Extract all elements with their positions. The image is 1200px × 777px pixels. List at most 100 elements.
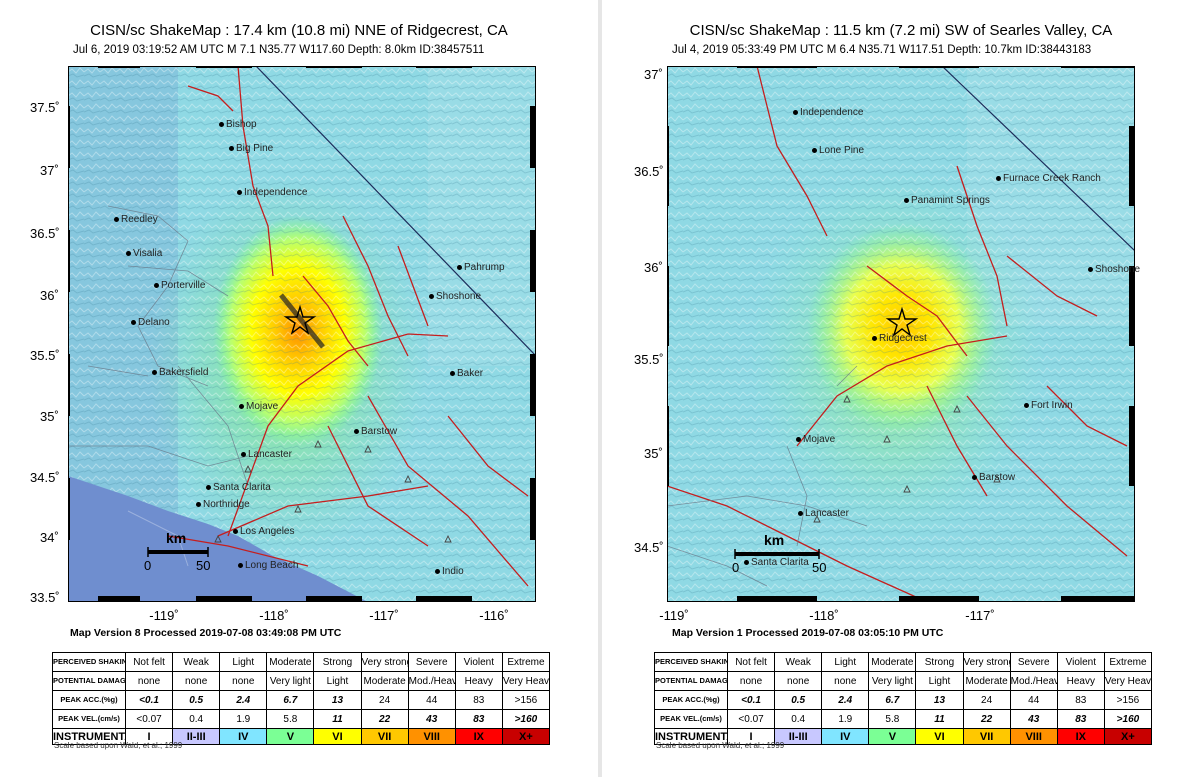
legend-row-head: PERCEIVED SHAKING: [52, 652, 126, 672]
intensity-swatch: VIII: [1009, 728, 1058, 745]
legend-row-vel: PEAK VEL.(cm/s) <0.07 0.4 1.9 5.8 11 22 …: [654, 709, 1153, 729]
legend-cell: 11: [915, 709, 964, 729]
legend-cell: 5.8: [868, 709, 917, 729]
legend-cell: 6.7: [266, 690, 315, 710]
lat-label: 35.5˚: [634, 352, 664, 367]
place-label: Northridge: [196, 499, 250, 510]
legend-row-vel: PEAK VEL.(cm/s) <0.07 0.4 1.9 5.8 11 22 …: [52, 709, 551, 729]
lat-label: 37˚: [644, 67, 663, 82]
legend-cell: 22: [962, 709, 1011, 729]
scale-end: 50: [196, 558, 211, 573]
scale-credit: Scale based upon Wald, et al.; 1999: [656, 741, 785, 750]
place-label: Bakersfield: [152, 367, 208, 378]
place-label: Visalia: [126, 248, 162, 259]
legend-cell: 24: [962, 690, 1011, 710]
place-label: Santa Clarita: [206, 482, 271, 493]
lon-label: -117˚: [965, 608, 995, 623]
place-label: Lancaster: [241, 449, 292, 460]
legend-row-head: POTENTIAL DAMAGE: [52, 671, 126, 691]
lat-label: 35.5˚: [30, 348, 60, 363]
lon-label: -117˚: [369, 608, 399, 623]
legend-cell: <0.07: [726, 709, 776, 729]
intensity-swatch: VII: [360, 728, 409, 745]
legend-cell: Light: [821, 652, 870, 672]
place-label: Los Angeles: [233, 526, 295, 537]
place-label: Lone Pine: [812, 145, 864, 156]
scale-start: 0: [732, 560, 740, 575]
legend-cell: Not felt: [726, 652, 776, 672]
legend-cell: Violent: [454, 652, 503, 672]
intensity-swatch: I: [726, 728, 776, 745]
place-label: Baker: [450, 368, 483, 379]
place-label: Lancaster: [798, 508, 849, 519]
legend-row-head: PERCEIVED SHAKING: [654, 652, 728, 672]
legend-cell: Strong: [915, 652, 964, 672]
legend-cell: 13: [313, 690, 362, 710]
place-label: Reedley: [114, 214, 158, 225]
shakemap-sheet-left: CISN/sc ShakeMap : 17.4 km (10.8 mi) NNE…: [0, 0, 598, 777]
legend-row-head: PEAK VEL.(cm/s): [52, 709, 126, 729]
legend-cell: 0.4: [774, 709, 823, 729]
event-info: Jul 6, 2019 03:19:52 AM UTC M 7.1 N35.77…: [73, 44, 485, 56]
scale-end: 50: [812, 560, 827, 575]
legend-row-head: POTENTIAL DAMAGE: [654, 671, 728, 691]
legend-cell: Very Heavy: [501, 671, 551, 691]
intensity-swatch: X+: [1103, 728, 1153, 745]
intensity-swatch: VI: [313, 728, 362, 745]
place-label: Bishop: [219, 119, 257, 130]
legend-row-damage: POTENTIAL DAMAGE none none none Very lig…: [52, 671, 551, 691]
place-label: Big Pine: [229, 143, 273, 154]
legend-cell: 83: [454, 690, 503, 710]
legend-cell: Very light: [868, 671, 917, 691]
lat-label: 36˚: [40, 288, 59, 303]
legend-cell: >156: [1103, 690, 1153, 710]
intensity-swatch: II-III: [774, 728, 823, 745]
intensity-swatch: I: [124, 728, 174, 745]
legend-cell: 43: [1009, 709, 1058, 729]
legend-cell: >160: [1103, 709, 1153, 729]
legend-cell: Very Heavy: [1103, 671, 1153, 691]
legend-cell: Light: [313, 671, 362, 691]
place-label: Delano: [131, 317, 170, 328]
legend-cell: 13: [915, 690, 964, 710]
lat-label: 35˚: [40, 409, 59, 424]
legend-cell: Weak: [774, 652, 823, 672]
place-label: Ridgecrest: [872, 333, 927, 344]
legend-row-acc: PEAK ACC.(%g) <0.1 0.5 2.4 6.7 13 24 44 …: [52, 690, 551, 710]
lat-label: 34.5˚: [30, 470, 60, 485]
scale-start: 0: [144, 558, 152, 573]
place-label: Fort Irwin: [1024, 400, 1073, 411]
shakemap-map[interactable]: [667, 66, 1135, 602]
lon-label: -118˚: [259, 608, 289, 623]
lat-label: 37˚: [40, 163, 59, 178]
lat-label: 33.5˚: [30, 590, 60, 605]
legend-cell: none: [726, 671, 776, 691]
legend-cell: 0.4: [172, 709, 221, 729]
intensity-swatch: IX: [454, 728, 503, 745]
intensity-swatch: IV: [821, 728, 870, 745]
legend-cell: 2.4: [219, 690, 268, 710]
legend-cell: 83: [454, 709, 503, 729]
place-label: Independence: [237, 187, 307, 198]
legend-cell: 0.5: [172, 690, 221, 710]
legend-cell: 1.9: [821, 709, 870, 729]
place-label: Long Beach: [238, 560, 298, 571]
legend-cell: Very strong: [360, 652, 409, 672]
legend-row-head: PEAK ACC.(%g): [52, 690, 126, 710]
legend-cell: 2.4: [821, 690, 870, 710]
legend-cell: Moderate: [962, 671, 1011, 691]
intensity-legend: PERCEIVED SHAKING Not felt Weak Light Mo…: [654, 652, 1153, 745]
scale-credit: Scale based upon Wald, et al.; 1999: [54, 741, 183, 750]
map-version: Map Version 1 Processed 2019-07-08 03:05…: [672, 627, 944, 639]
intensity-swatch: II-III: [172, 728, 221, 745]
lon-label: -119˚: [149, 608, 179, 623]
legend-cell: Very strong: [962, 652, 1011, 672]
lat-label: 36.5˚: [30, 226, 60, 241]
lon-label: -116˚: [479, 608, 509, 623]
legend-cell: Severe: [407, 652, 456, 672]
legend-cell: Light: [219, 652, 268, 672]
shakemap-map[interactable]: [68, 66, 536, 602]
legend-cell: Light: [915, 671, 964, 691]
intensity-swatch: X+: [501, 728, 551, 745]
legend-cell: Moderate: [266, 652, 315, 672]
